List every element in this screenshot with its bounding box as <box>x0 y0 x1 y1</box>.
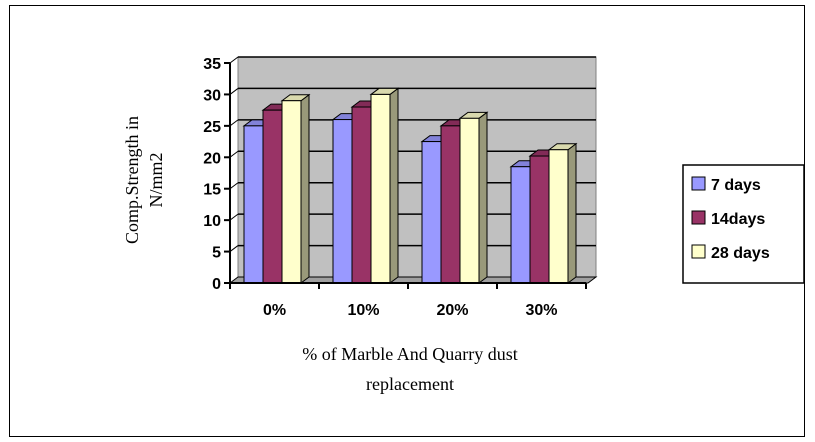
y-tick-label: 25 <box>203 119 221 136</box>
legend-label: 7 days <box>711 177 761 194</box>
x-tick-label: 20% <box>436 302 468 319</box>
gridline-side <box>229 150 239 158</box>
bar-front <box>510 166 531 284</box>
legend-swatch <box>691 210 706 225</box>
gridline-side <box>229 213 239 221</box>
bar-front <box>243 125 264 284</box>
bar-front <box>351 106 372 284</box>
gridline-side <box>229 245 239 252</box>
bar-side <box>478 111 488 284</box>
x-axis-title-line-2: replacement <box>366 374 454 394</box>
bar <box>547 142 578 284</box>
bar-front <box>421 141 442 284</box>
y-tick-label: 5 <box>212 245 221 262</box>
y-tick-labels: 0 5 10 15 20 25 30 35 <box>203 56 221 293</box>
x-tick-label: 10% <box>347 302 379 319</box>
axes <box>224 62 587 289</box>
bar-front <box>440 125 461 284</box>
bar <box>458 111 489 284</box>
legend-swatch <box>691 176 706 191</box>
legend-label: 14days <box>711 211 765 228</box>
y-axis-title-line-1: Comp.Strength in <box>122 116 142 244</box>
y-tick-label: 15 <box>203 182 221 199</box>
bar-front <box>459 117 480 284</box>
y-tick-label: 35 <box>203 56 221 73</box>
bar-front <box>281 100 302 284</box>
gridline-side <box>229 56 239 64</box>
bars <box>242 87 578 284</box>
x-tick-label: 0% <box>263 302 286 319</box>
gridline-side <box>229 88 239 95</box>
y-tick-label: 0 <box>212 276 221 293</box>
bar <box>369 87 400 284</box>
bar-front <box>548 149 569 284</box>
bar-front <box>529 155 550 284</box>
gridline-side <box>229 182 239 190</box>
bar-side <box>300 93 310 284</box>
legend-label: 28 days <box>711 245 770 262</box>
bar-side <box>389 87 399 284</box>
legend-swatch <box>691 244 706 259</box>
y-axis-title-line-2: N/mm2 <box>146 152 166 207</box>
bar <box>280 93 311 284</box>
y-tick-label: 30 <box>203 87 221 104</box>
bar-front <box>262 109 283 284</box>
bar-front <box>370 93 391 284</box>
legend: 7 days 14days 28 days <box>682 164 805 284</box>
y-tick-label: 10 <box>203 213 221 230</box>
bar-side <box>567 142 577 284</box>
x-axis-title-line-1: % of Marble And Quarry dust <box>302 344 517 364</box>
x-tick-labels: 0% 10% 20% 30% <box>263 302 558 319</box>
y-tick-label: 20 <box>203 150 221 167</box>
gridline-side <box>229 119 239 127</box>
x-tick-label: 30% <box>525 302 557 319</box>
bar-front <box>332 119 353 284</box>
